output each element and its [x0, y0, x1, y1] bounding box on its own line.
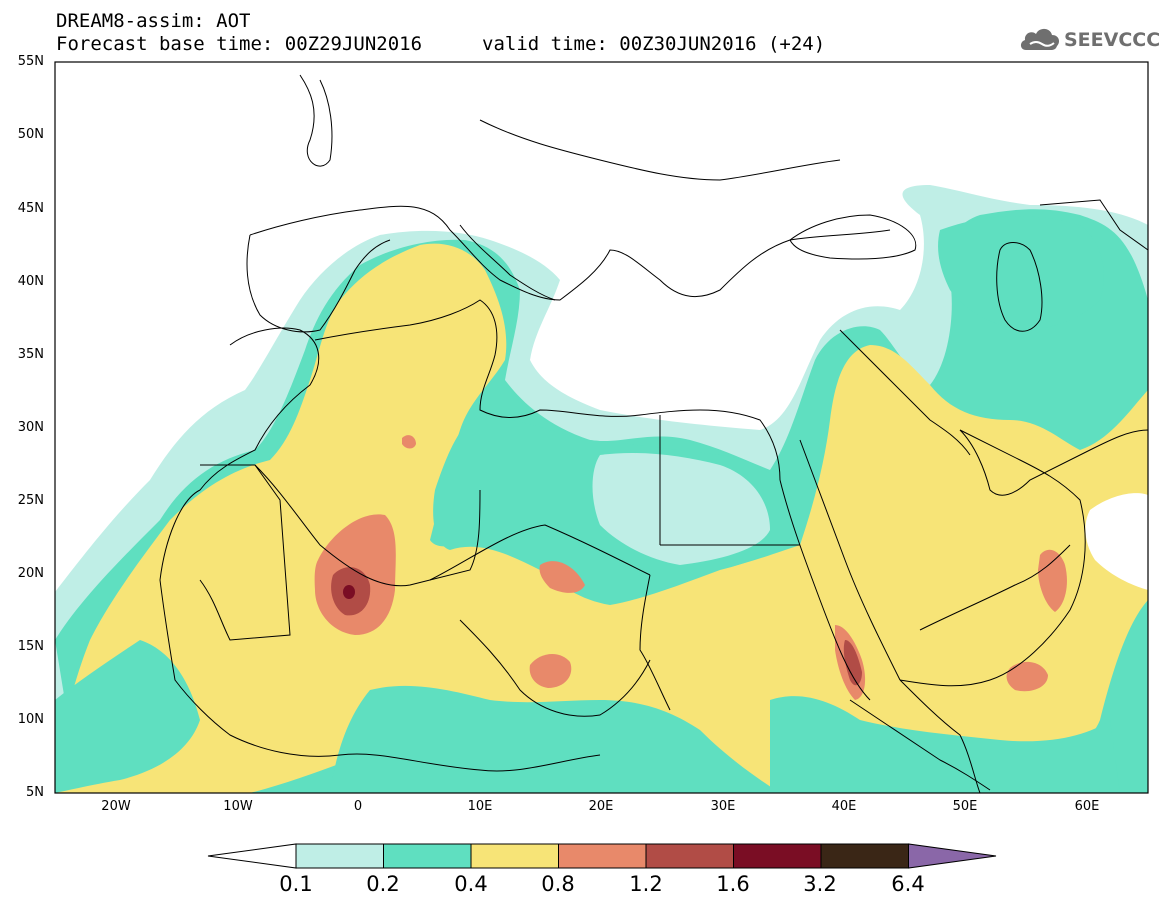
seevccc-logo: SEEVCCC	[1018, 24, 1160, 56]
aot-band-0.4-0.8	[55, 243, 1148, 793]
colorbar-label: 1.2	[629, 872, 663, 896]
coastline-west-africa	[159, 327, 601, 772]
aot-patch-orange-yemen	[1006, 661, 1048, 692]
colorbar-label: 0.2	[366, 872, 400, 896]
logo-text: SEEVCCC	[1064, 29, 1161, 51]
aot-patch-green-south	[330, 685, 780, 793]
lat-label: 40N	[17, 274, 44, 289]
forecast-base-time: Forecast base time: 00Z29JUN2016	[56, 33, 423, 55]
colorbar-label: 1.6	[716, 872, 750, 896]
coastline-mediterranean-south	[314, 299, 781, 481]
lat-label: 45N	[17, 201, 44, 216]
colorbar-label: 0.1	[279, 872, 313, 896]
valid-time: valid time: 00Z30JUN2016 (+24)	[482, 33, 826, 55]
lon-label: 20E	[588, 799, 614, 814]
border-east-europe	[479, 119, 841, 181]
lat-label: 25N	[17, 493, 44, 508]
aot-patch-orange-nigeria	[529, 654, 572, 688]
lat-label: 10N	[17, 712, 44, 727]
lon-label: 30E	[710, 799, 736, 814]
lon-label: 50E	[952, 799, 978, 814]
border-nigeria	[459, 619, 651, 717]
aot-patch-light-egypt	[592, 453, 770, 565]
coastline-red-sea	[779, 479, 871, 701]
lon-label: 0	[353, 799, 363, 814]
map-frame	[54, 61, 1149, 794]
aot-patch-green-west	[55, 640, 200, 793]
aot-patch-green-caspian	[938, 215, 1104, 330]
border-chad-sudan	[639, 574, 671, 711]
border-saudi-yemen	[919, 544, 1071, 631]
colorbar-label: 6.4	[891, 872, 925, 896]
map-title: DREAM8-assim: AOT	[56, 10, 251, 32]
lat-label: 20N	[17, 566, 44, 581]
coastline-horn-africa	[899, 679, 981, 793]
lon-label: 40E	[831, 799, 857, 814]
border-kazakh	[1039, 199, 1148, 251]
lat-label: 15N	[17, 639, 44, 654]
aot-patch-orange-chad	[539, 561, 585, 593]
lat-label: 35N	[17, 347, 44, 362]
coastline-caspian	[996, 242, 1043, 332]
colorbar-label: 3.2	[803, 872, 837, 896]
lon-label: 10W	[223, 799, 253, 814]
aot-peak-mali	[343, 585, 355, 599]
border-iraq-iran	[839, 329, 971, 456]
lon-label: 10E	[467, 799, 493, 814]
lon-label: 20W	[101, 799, 131, 814]
lat-label: 5N	[26, 785, 44, 800]
lat-label: 55N	[17, 54, 44, 69]
aot-patch-orange-algeria	[402, 435, 416, 449]
coastline-iberia	[246, 234, 391, 333]
border-niger	[429, 524, 651, 581]
lat-label: 50N	[17, 127, 44, 142]
border-algeria-mali	[254, 464, 481, 587]
coastline-red-sea-east	[799, 439, 901, 681]
coastline-black-sea	[789, 214, 917, 260]
lat-label: 30N	[17, 420, 44, 435]
aot-patch-orange-oman	[1038, 549, 1067, 612]
lon-label: 60E	[1074, 799, 1100, 814]
aot-patch-green-east	[770, 696, 1120, 793]
colorbar-label: 0.8	[541, 872, 575, 896]
aot-patch-light-arabian-sea	[1085, 493, 1148, 590]
border-mauritania	[199, 464, 291, 641]
coastline-persian-gulf	[959, 429, 1148, 496]
aot-patch-brown-sudan	[843, 640, 862, 686]
coastline-arabia	[899, 429, 1086, 687]
coastline-europe	[249, 205, 891, 301]
coastline-italy	[459, 224, 556, 301]
colorbar-label: 0.4	[454, 872, 488, 896]
coastline-uk	[299, 74, 333, 167]
border-ethiopia	[849, 699, 991, 791]
cloud-icon	[1020, 28, 1060, 50]
